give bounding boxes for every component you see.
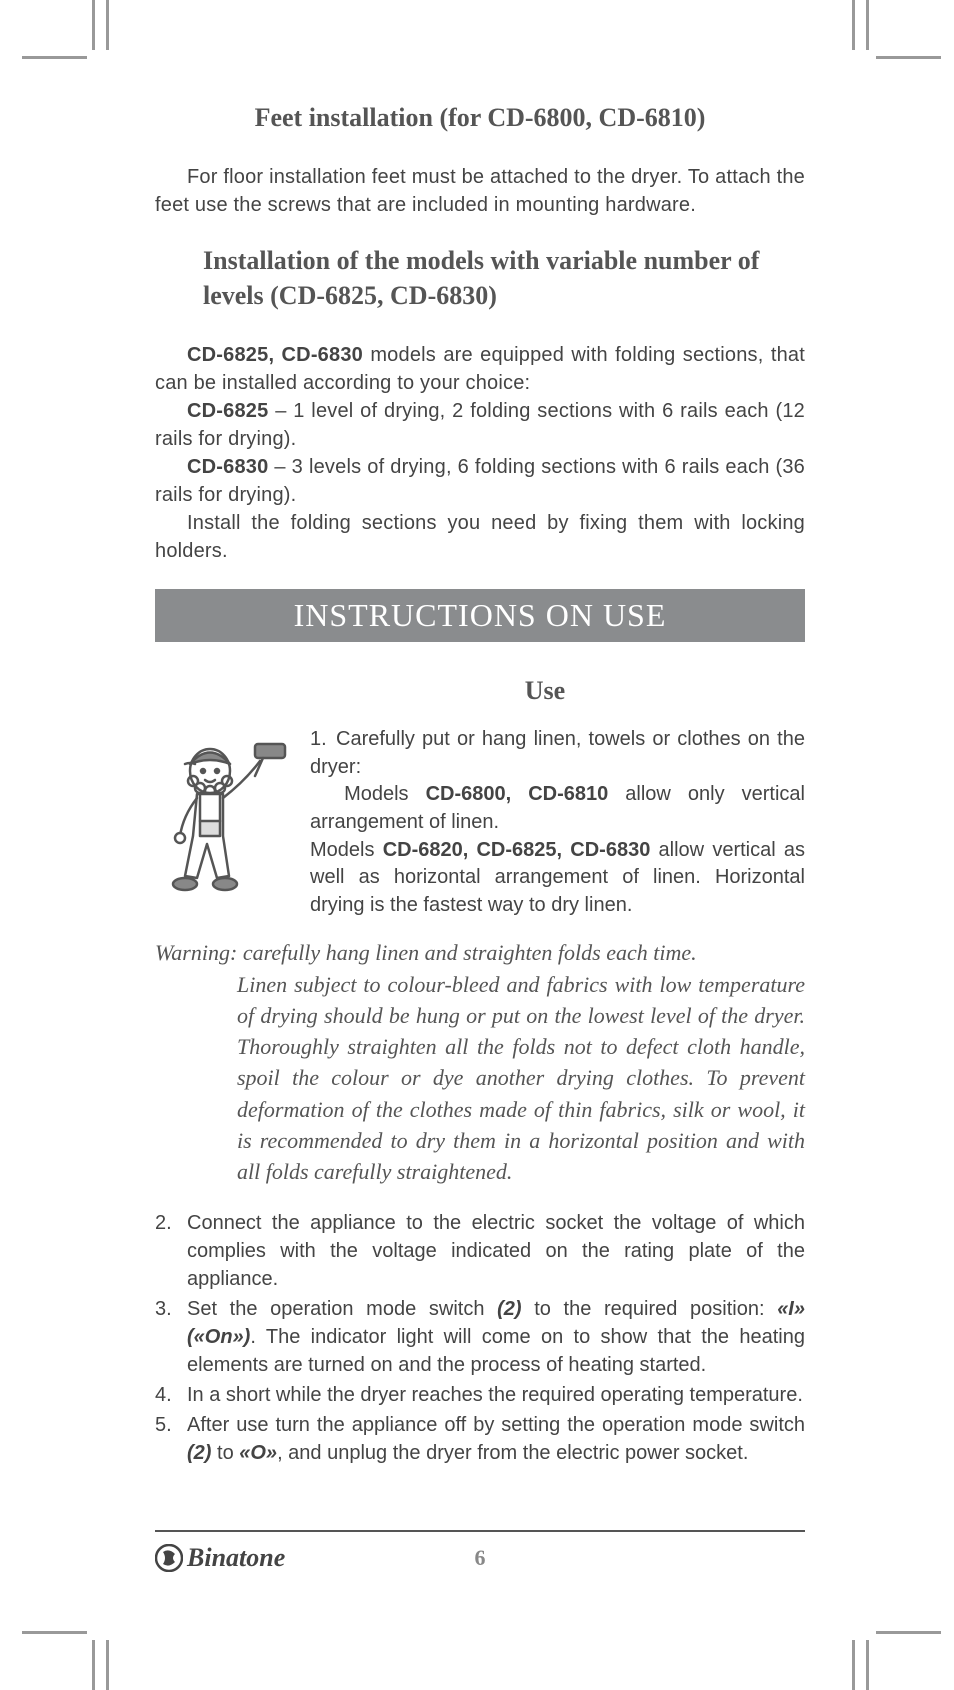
model-bold: CD-6825 (187, 400, 268, 422)
text: Set the operation mode switch (187, 1298, 497, 1320)
model-bold: CD-6825, CD-6830 (187, 344, 363, 366)
model-bold: CD-6820, CD-6825, CD-6830 (383, 839, 651, 861)
use-title: Use (285, 676, 805, 706)
page-footer: Binatone 6 (155, 1530, 805, 1576)
crop-mark (22, 1631, 87, 1634)
model-bold: CD-6830 (187, 456, 268, 478)
brand-icon (155, 1544, 183, 1572)
crop-mark (876, 56, 941, 59)
brand-logo: Binatone (155, 1543, 285, 1573)
text: In a short while the dryer reaches the r… (187, 1381, 805, 1409)
ref: «O» (239, 1442, 277, 1464)
instructions-banner: INSTRUCTIONS ON USE (155, 589, 805, 642)
crop-mark (92, 1640, 95, 1690)
step-4: 4.In a short while the dryer reaches the… (155, 1381, 805, 1409)
crop-mark (866, 0, 869, 50)
text: Models (344, 783, 426, 805)
step-3: 3.Set the operation mode switch (2) to t… (155, 1295, 805, 1379)
model-bold: CD-6800, CD-6810 (426, 783, 609, 805)
text: . The indicator light will come on to sh… (187, 1326, 805, 1376)
use-step-1: 1.Carefully put or hang linen, towels or… (310, 726, 805, 919)
ref: (2) (497, 1298, 521, 1320)
worker-illustration (155, 726, 300, 919)
footer-rule (155, 1530, 805, 1532)
step-5: 5.After use turn the appliance off by se… (155, 1411, 805, 1467)
crop-mark (866, 1640, 869, 1690)
use-block: 1.Carefully put or hang linen, towels or… (155, 726, 805, 919)
section-body-variable: CD-6825, CD-6830 models are equipped wit… (155, 341, 805, 565)
page-number: 6 (475, 1545, 486, 1571)
crop-mark (106, 1640, 109, 1690)
steps-list: 2.Connect the appliance to the electric … (155, 1209, 805, 1467)
text: , and unplug the dryer from the electric… (277, 1442, 748, 1464)
brand-name: Binatone (187, 1543, 285, 1573)
crop-mark (92, 0, 95, 50)
section-body-feet: For floor installation feet must be atta… (155, 163, 805, 219)
warning-label: Warning: (155, 940, 243, 965)
crop-mark (852, 0, 855, 50)
text: to the required position: (522, 1298, 778, 1320)
text: Connect the appliance to the electric so… (187, 1209, 805, 1293)
warning-text: Warning: carefully hang linen and straig… (155, 937, 805, 1187)
ref: (2) (187, 1442, 211, 1464)
text: Carefully put or hang linen, towels or c… (310, 728, 805, 778)
section-title-variable: Installation of the models with variable… (155, 243, 805, 313)
crop-mark (876, 1631, 941, 1634)
text: to (211, 1442, 239, 1464)
crop-mark (22, 56, 87, 59)
step-2: 2.Connect the appliance to the electric … (155, 1209, 805, 1293)
text: After use turn the appliance off by sett… (187, 1414, 805, 1436)
text: Models (310, 839, 383, 861)
page-content: Feet installation (for CD-6800, CD-6810)… (155, 100, 805, 1469)
text: For floor installation feet must be atta… (155, 166, 805, 216)
text: Install the folding sections you need by… (155, 512, 805, 562)
crop-mark (852, 1640, 855, 1690)
section-title-feet: Feet installation (for CD-6800, CD-6810) (155, 100, 805, 135)
crop-mark (106, 0, 109, 50)
